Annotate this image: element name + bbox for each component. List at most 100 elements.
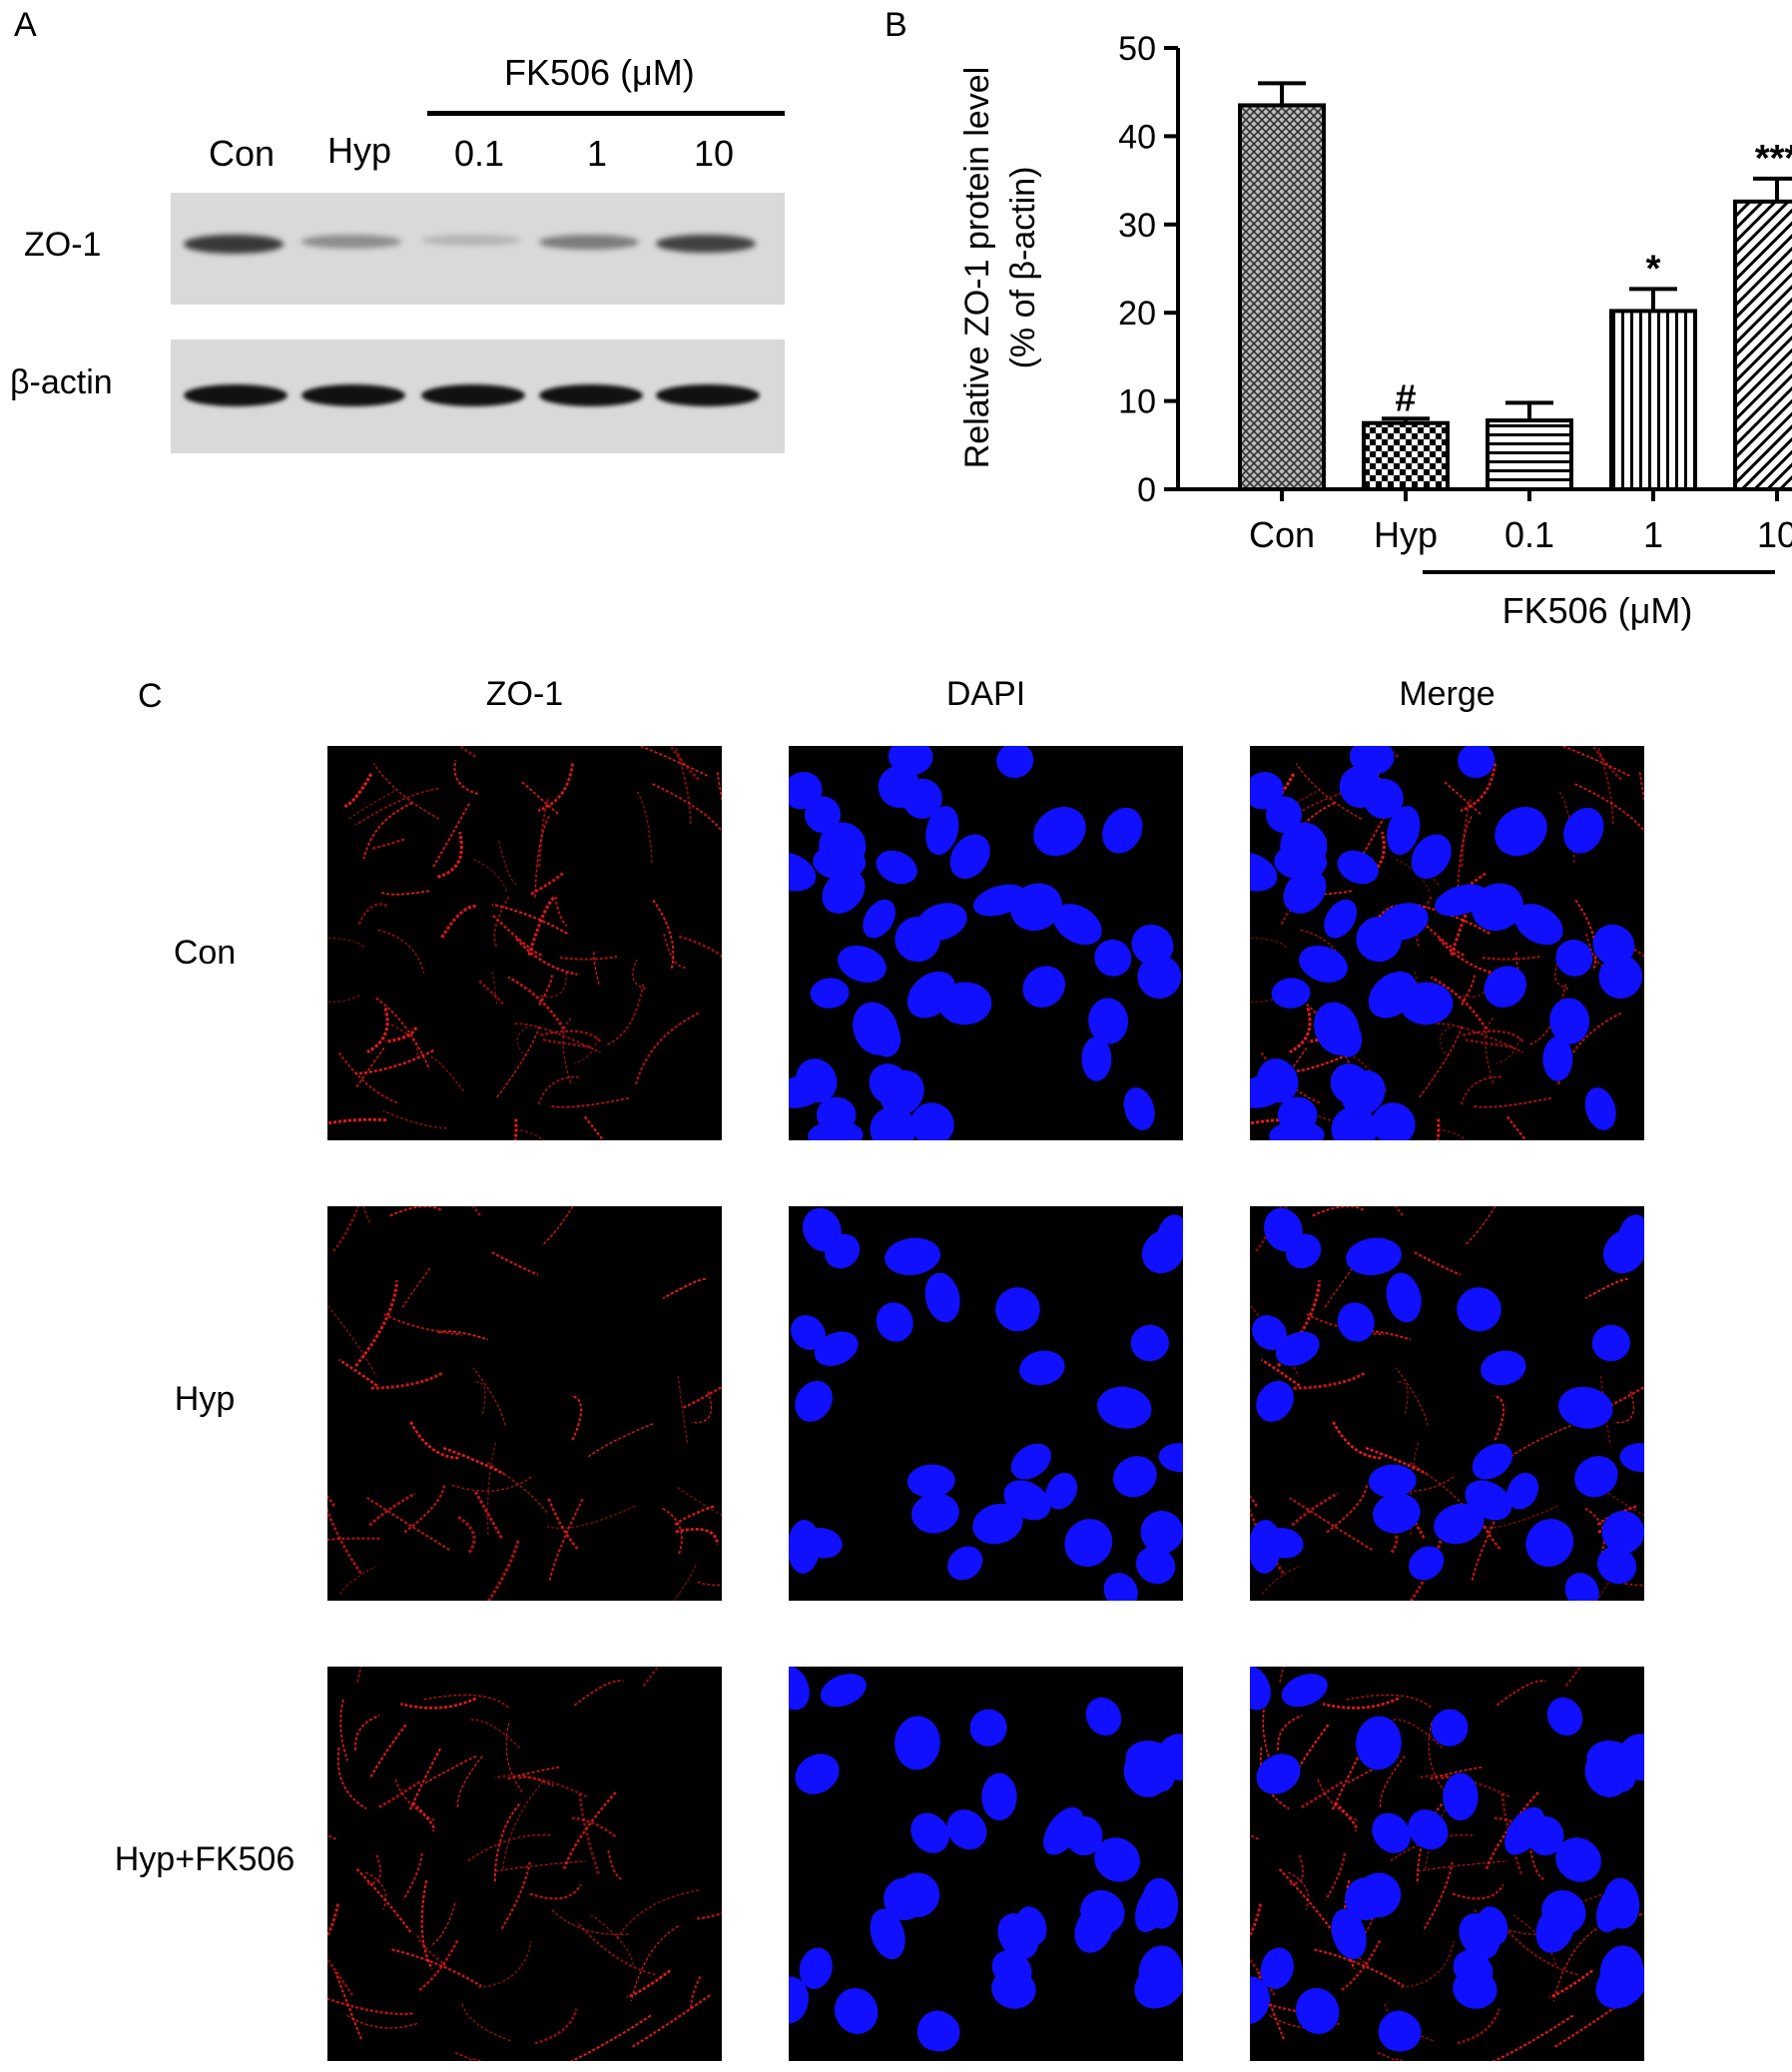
zo1-band xyxy=(184,235,284,254)
nucleus xyxy=(1003,1480,1051,1521)
zo1-junction xyxy=(390,1024,418,1058)
bar xyxy=(1733,199,1792,491)
nucleus xyxy=(1356,1716,1402,1770)
nucleus xyxy=(824,1233,861,1269)
nucleus xyxy=(1141,1229,1185,1274)
nucleus xyxy=(1256,1380,1294,1422)
zo1-junction xyxy=(530,871,565,896)
zo1-junction xyxy=(388,1205,442,1217)
zo1-junction xyxy=(571,1816,617,1838)
zo1-junction xyxy=(546,1497,579,1550)
nucleus xyxy=(869,1063,910,1105)
zo1-junction xyxy=(1289,1007,1312,1053)
zo1-junction xyxy=(521,781,560,817)
zo1-junction xyxy=(1461,1030,1524,1042)
nucleus xyxy=(783,772,823,810)
nucleus xyxy=(916,2010,956,2051)
nucleus xyxy=(1472,1443,1512,1480)
nucleus xyxy=(1409,1546,1445,1581)
nucleus xyxy=(1015,1906,1047,1946)
nucleus xyxy=(969,1709,1007,1746)
zo1-junction xyxy=(343,773,373,809)
x-tick-label: Con xyxy=(1249,514,1315,555)
zo1-junction xyxy=(368,1492,416,1527)
zo1-junction xyxy=(369,1371,443,1390)
lane-label-0.1: 0.1 xyxy=(453,133,505,174)
zo1-junction xyxy=(372,763,440,820)
zo1-junction xyxy=(538,796,551,867)
zo1-junction xyxy=(1311,1205,1365,1217)
bar xyxy=(1362,420,1450,492)
nucleus xyxy=(1408,1809,1449,1850)
zo1-junction xyxy=(1365,1446,1428,1476)
nucleus xyxy=(1484,966,1527,1008)
nucleus xyxy=(1506,1472,1539,1510)
zo1-junction xyxy=(515,938,578,977)
nucleus xyxy=(884,1877,925,1921)
zo1-junction xyxy=(1340,1939,1382,1992)
zo1-junction xyxy=(376,1780,421,1809)
nucleus xyxy=(995,1287,1040,1332)
nucleus xyxy=(1378,2010,1418,2051)
zo1-junction xyxy=(500,1861,531,1930)
nucleus xyxy=(1135,1546,1176,1585)
nucleus xyxy=(1557,1386,1613,1429)
zo1-junction xyxy=(527,895,556,957)
nucleus xyxy=(1368,1464,1417,1498)
zo1-junction xyxy=(1419,1026,1463,1098)
zo1-junction xyxy=(424,1755,477,1783)
zo1-junction xyxy=(354,1715,380,1750)
zo1-junction xyxy=(1325,1852,1346,1901)
nucleus xyxy=(902,778,942,819)
zo1-junction xyxy=(1398,1381,1409,1415)
nucleus xyxy=(1130,1324,1169,1362)
zo1-junction xyxy=(630,1925,679,2002)
zo1-junction xyxy=(1544,738,1630,777)
zo1-junction xyxy=(402,1852,423,1901)
micrograph-hyp-fk506-dapi xyxy=(769,1665,1205,2061)
nucleus xyxy=(1274,844,1328,880)
zo1-junction xyxy=(1261,1566,1300,1596)
zo1-junction xyxy=(491,1251,539,1276)
nucleus xyxy=(1443,1772,1479,1821)
nucleus xyxy=(1140,1511,1184,1554)
zo1-junction xyxy=(336,1050,398,1104)
zo1-junction xyxy=(662,1278,706,1299)
nucleus xyxy=(1386,1272,1422,1323)
zo1-junction xyxy=(548,1498,584,1581)
nucleus xyxy=(1266,796,1303,834)
nucleus xyxy=(1330,1063,1372,1105)
zo1-band xyxy=(656,235,756,253)
zo1-junction xyxy=(1596,1505,1637,1527)
zo1-junction xyxy=(1461,975,1476,1007)
zo1-junction xyxy=(485,1461,548,1513)
zo1-junction xyxy=(326,1305,377,1377)
row-label-hyp: Hyp xyxy=(174,1380,236,1418)
zo1-junction xyxy=(1428,1720,1446,1792)
nucleus xyxy=(924,1272,960,1323)
nucleus xyxy=(1137,955,1182,1000)
nucleus xyxy=(1595,1960,1647,2009)
nucleus xyxy=(1481,1350,1526,1386)
zo1-junction xyxy=(1423,1861,1454,1930)
zo1-junction xyxy=(416,1934,448,1968)
column-title-zo1: ZO-1 xyxy=(485,675,564,713)
nucleus xyxy=(1064,1519,1113,1567)
zo1-junction xyxy=(495,1860,586,1872)
actin-band xyxy=(184,384,288,406)
band-label-zo1: ZO-1 xyxy=(24,226,102,264)
nucleus xyxy=(834,1987,879,2034)
zo1-junction xyxy=(493,894,511,948)
zo1-junction xyxy=(1457,815,1474,898)
panel-c-letter: C xyxy=(138,677,163,715)
nucleus xyxy=(1584,1087,1616,1130)
zo1-junction xyxy=(682,1386,723,1410)
zo1-junction xyxy=(1493,1394,1505,1441)
nucleus xyxy=(795,1380,833,1422)
zo1-junction xyxy=(334,1971,362,2040)
nucleus xyxy=(814,1331,859,1366)
nucleus xyxy=(1281,1674,1328,1708)
zo1-junction xyxy=(551,1909,630,1935)
x-group-label: FK506 (μM) xyxy=(1502,590,1693,631)
nucleus xyxy=(802,1528,843,1559)
